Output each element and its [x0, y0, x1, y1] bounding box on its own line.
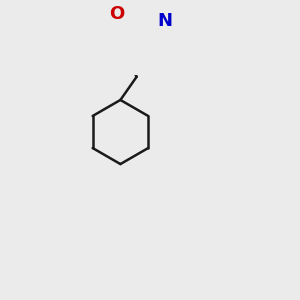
Text: O: O: [110, 5, 125, 23]
Text: N: N: [158, 12, 172, 30]
